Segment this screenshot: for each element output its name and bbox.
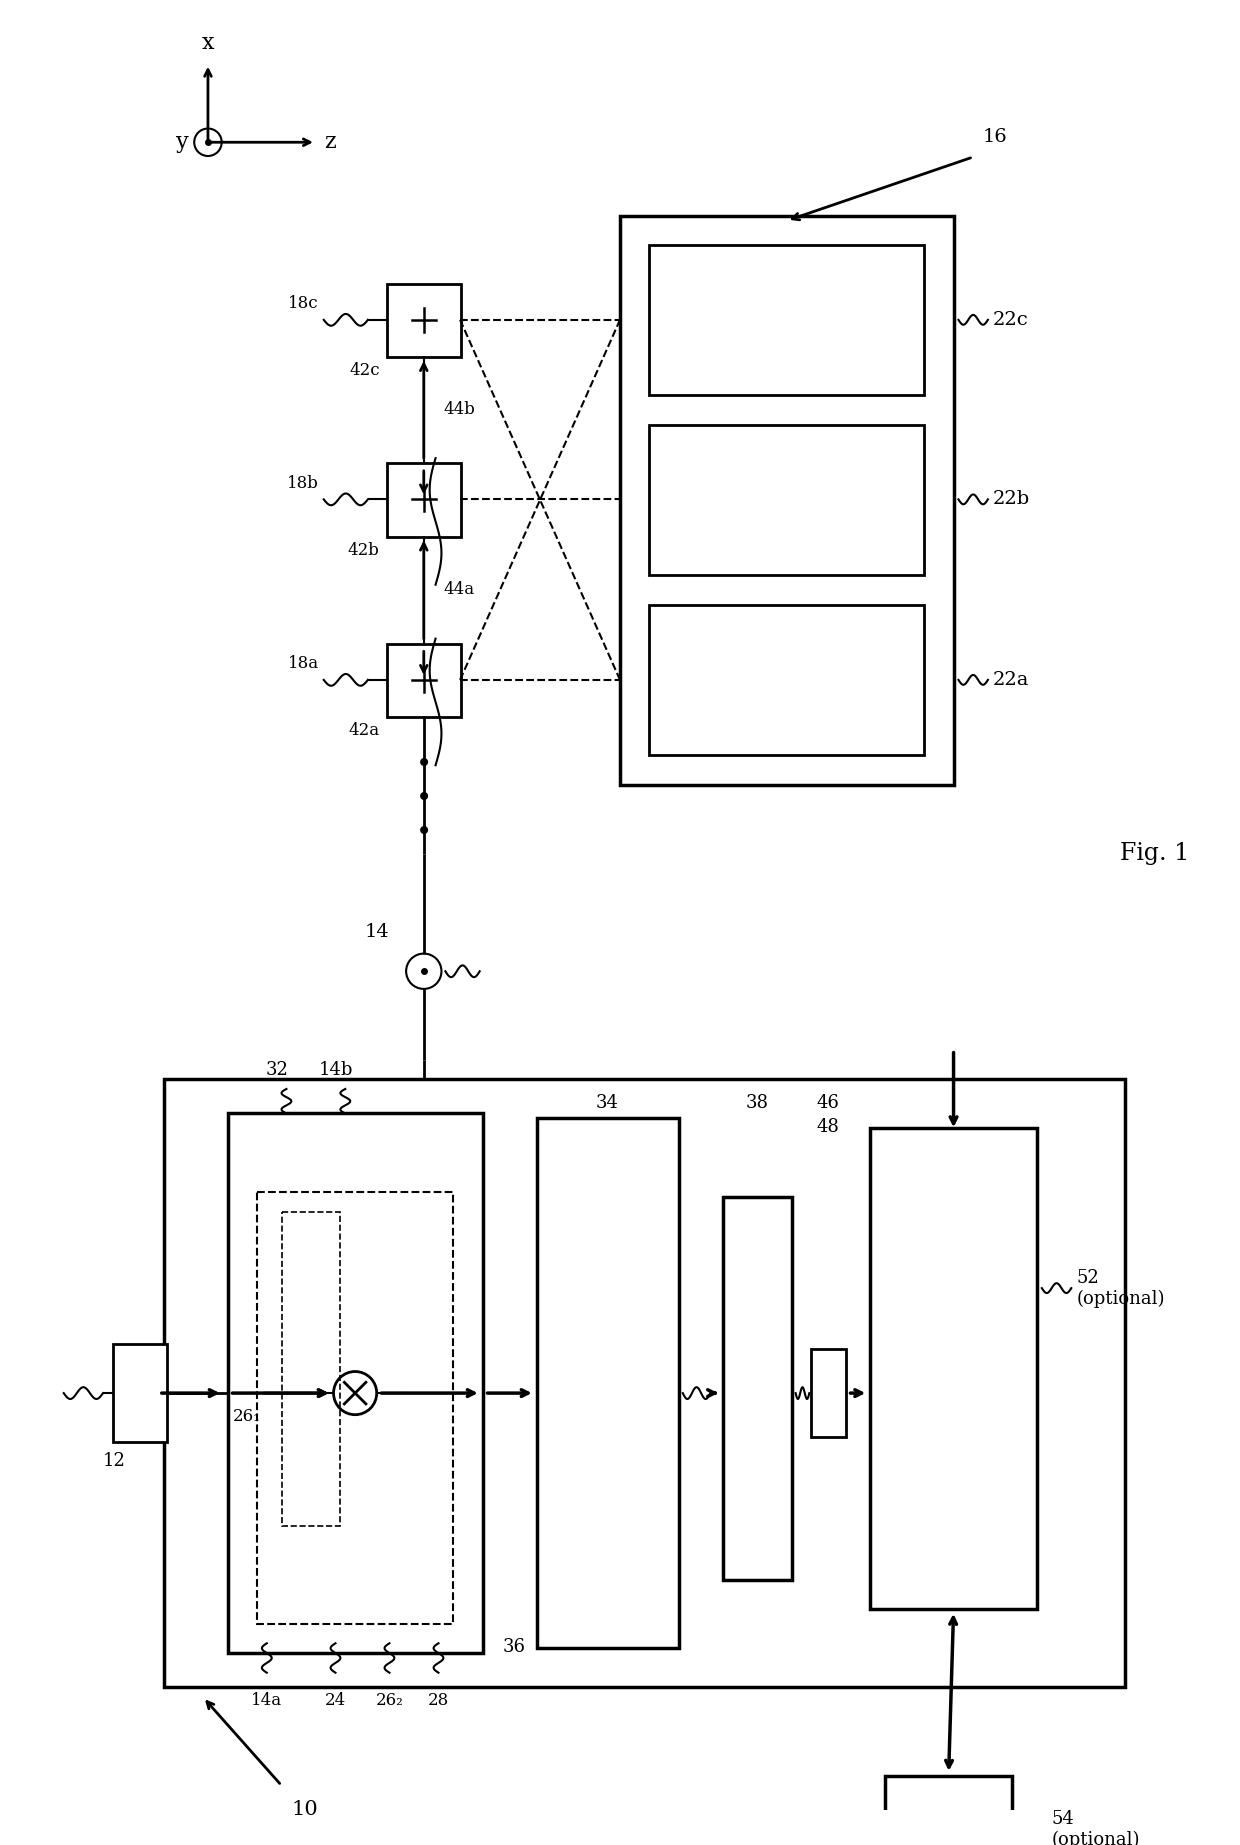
Text: 18b: 18b — [286, 474, 319, 491]
Text: 36: 36 — [502, 1638, 526, 1657]
Bar — [811, 1349, 846, 1437]
Bar — [650, 424, 924, 576]
Text: Fig. 1: Fig. 1 — [1120, 841, 1189, 865]
Text: •: • — [415, 821, 432, 847]
Text: 16: 16 — [983, 129, 1008, 146]
Bar — [113, 1343, 166, 1443]
Bar — [164, 1079, 1125, 1688]
Bar — [387, 463, 461, 537]
Bar — [281, 1212, 341, 1526]
Text: 32: 32 — [265, 1061, 288, 1079]
Text: z: z — [324, 131, 336, 153]
Bar — [723, 1197, 791, 1579]
Text: 26₁: 26₁ — [232, 1408, 260, 1424]
Bar — [885, 1775, 1012, 1845]
Text: 46: 46 — [817, 1094, 839, 1113]
Text: 14b: 14b — [319, 1061, 352, 1079]
Text: 22b: 22b — [993, 491, 1030, 509]
Text: 42b: 42b — [347, 542, 379, 559]
Text: 18a: 18a — [288, 655, 319, 672]
Text: 26₂: 26₂ — [376, 1692, 403, 1708]
Text: •: • — [415, 786, 432, 814]
Bar — [387, 284, 461, 358]
Text: 18c: 18c — [288, 295, 319, 312]
Text: 52
(optional): 52 (optional) — [1076, 1269, 1164, 1308]
Bar — [387, 644, 461, 718]
Text: 14: 14 — [365, 922, 389, 941]
Bar — [650, 605, 924, 755]
Text: •: • — [415, 751, 432, 779]
Text: 10: 10 — [291, 1801, 319, 1819]
Bar — [228, 1114, 482, 1653]
Bar — [870, 1127, 1037, 1609]
Text: 12: 12 — [103, 1452, 125, 1470]
Text: 22a: 22a — [993, 672, 1029, 688]
Text: 44a: 44a — [444, 581, 475, 598]
Text: 42a: 42a — [348, 721, 379, 740]
Bar — [620, 216, 954, 784]
Bar — [537, 1118, 678, 1648]
Text: 48: 48 — [817, 1118, 839, 1137]
Text: x: x — [202, 31, 215, 54]
Text: 22c: 22c — [993, 310, 1028, 328]
Bar — [257, 1192, 454, 1624]
Text: 24: 24 — [325, 1692, 346, 1708]
Text: 44b: 44b — [444, 400, 475, 417]
Text: y: y — [176, 131, 188, 153]
Text: 54
(optional): 54 (optional) — [1052, 1810, 1140, 1845]
Text: 14a: 14a — [252, 1692, 283, 1708]
Text: 34: 34 — [595, 1094, 619, 1113]
Text: 42c: 42c — [348, 362, 379, 378]
Bar — [650, 245, 924, 395]
Text: 28: 28 — [428, 1692, 449, 1708]
Text: 38: 38 — [745, 1094, 769, 1113]
